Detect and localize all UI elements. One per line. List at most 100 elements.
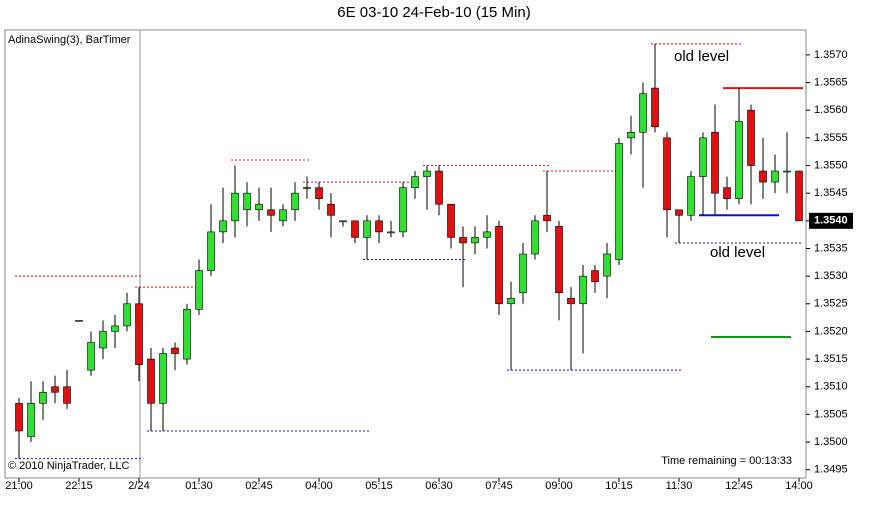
candle-body xyxy=(699,137,707,177)
y-tick-label: 1.3565 xyxy=(814,76,848,88)
chart-title: 6E 03-10 24-Feb-10 (15 Min) xyxy=(337,4,530,21)
candle-body xyxy=(711,132,719,194)
candle-body xyxy=(459,237,467,244)
candle-body xyxy=(339,220,347,223)
candle-body xyxy=(267,209,275,216)
x-tick-label: 02:45 xyxy=(245,480,273,492)
candle-body xyxy=(495,226,503,305)
candle-body xyxy=(159,353,167,404)
candle-body xyxy=(411,176,419,188)
candle-body xyxy=(363,220,371,238)
y-tick-label: 1.3570 xyxy=(814,49,848,61)
candle-body xyxy=(591,270,599,282)
candle-body xyxy=(435,170,443,205)
candle-body xyxy=(183,309,191,360)
candle-body xyxy=(87,342,95,371)
candle-body xyxy=(123,303,131,327)
candle-body xyxy=(231,192,239,222)
candle-body xyxy=(135,303,143,365)
candle-body xyxy=(243,192,251,211)
candle-body xyxy=(639,93,647,133)
candle-body xyxy=(291,192,299,211)
candle-body xyxy=(723,187,731,199)
x-tick-label: 09:00 xyxy=(545,480,573,492)
y-tick-label: 1.3520 xyxy=(814,325,848,337)
candle-body xyxy=(651,87,659,128)
copyright: © 2010 NinjaTrader, LLC xyxy=(8,460,129,472)
x-tick-label: 2/24 xyxy=(128,480,149,492)
x-tick-label: 10:15 xyxy=(605,480,633,492)
y-tick-label: 1.3535 xyxy=(814,242,848,254)
candle-body xyxy=(579,275,587,305)
candle-body xyxy=(207,231,215,271)
bar-timer: Time remaining = 00:13:33 xyxy=(661,455,792,467)
y-tick-label: 1.3525 xyxy=(814,298,848,310)
y-tick-label: 1.3555 xyxy=(814,132,848,144)
y-tick-label: 1.3545 xyxy=(814,187,848,199)
candle-body xyxy=(735,120,743,199)
candle-body xyxy=(531,220,539,255)
candle-body xyxy=(447,203,455,238)
y-tick-label: 1.3500 xyxy=(814,436,848,448)
candle-body xyxy=(471,237,479,244)
candle-body xyxy=(99,331,107,349)
candle-body xyxy=(543,214,551,222)
x-tick-label: 14:00 xyxy=(785,480,813,492)
candle-body xyxy=(375,220,383,233)
candle-body xyxy=(507,297,515,305)
candle-body xyxy=(195,270,203,310)
candle-body xyxy=(75,320,83,322)
annotation: old level xyxy=(710,244,765,261)
candle-body xyxy=(423,170,431,177)
candle-body xyxy=(315,187,323,199)
candle-body xyxy=(759,170,767,183)
candle-body xyxy=(147,358,155,404)
candle-body xyxy=(627,132,635,139)
y-tick-label: 1.3505 xyxy=(814,408,848,420)
candle-body xyxy=(771,170,779,183)
y-tick-label: 1.3560 xyxy=(814,104,848,116)
x-tick-label: 06:30 xyxy=(425,480,453,492)
x-tick-label: 12:45 xyxy=(725,480,753,492)
candle-body xyxy=(51,386,59,393)
last-price-box xyxy=(809,212,853,229)
candle-body xyxy=(783,170,791,173)
y-tick-label: 1.3530 xyxy=(814,270,848,282)
candle-body xyxy=(39,391,47,404)
x-tick-label: 21:00 xyxy=(5,480,33,492)
candle-body xyxy=(483,231,491,238)
candle-body xyxy=(519,253,527,294)
x-tick-label: 01:30 xyxy=(185,480,213,492)
candle-body xyxy=(27,403,35,437)
y-tick-label: 1.3515 xyxy=(814,353,848,365)
candle-body xyxy=(63,386,71,404)
x-tick-label: 07:45 xyxy=(485,480,513,492)
candle-body xyxy=(663,137,671,211)
candle-body xyxy=(255,203,263,211)
y-tick-label: 1.3550 xyxy=(814,159,848,171)
candle-body xyxy=(747,109,755,166)
candle-body xyxy=(675,209,683,216)
candle-body xyxy=(615,143,623,260)
x-tick-label: 22:15 xyxy=(65,480,93,492)
candle-body xyxy=(567,297,575,305)
candle-body xyxy=(327,203,335,216)
candle-body xyxy=(303,187,311,189)
candle-body xyxy=(351,220,359,238)
candle-body xyxy=(171,347,179,354)
x-tick-label: 05:15 xyxy=(365,480,393,492)
candle-body xyxy=(555,226,563,294)
candle-body xyxy=(687,176,695,216)
candle-body xyxy=(795,170,803,222)
last-price-label: 1.3540 xyxy=(814,215,848,227)
candle-body xyxy=(219,220,227,233)
annotation: old level xyxy=(674,48,729,65)
x-tick-label: 11:30 xyxy=(666,480,693,492)
y-tick-label: 1.3510 xyxy=(814,381,848,393)
candle-body xyxy=(603,253,611,277)
candle-body xyxy=(111,325,119,332)
y-tick-label: 1.3495 xyxy=(814,464,848,476)
candle-body xyxy=(399,187,407,233)
